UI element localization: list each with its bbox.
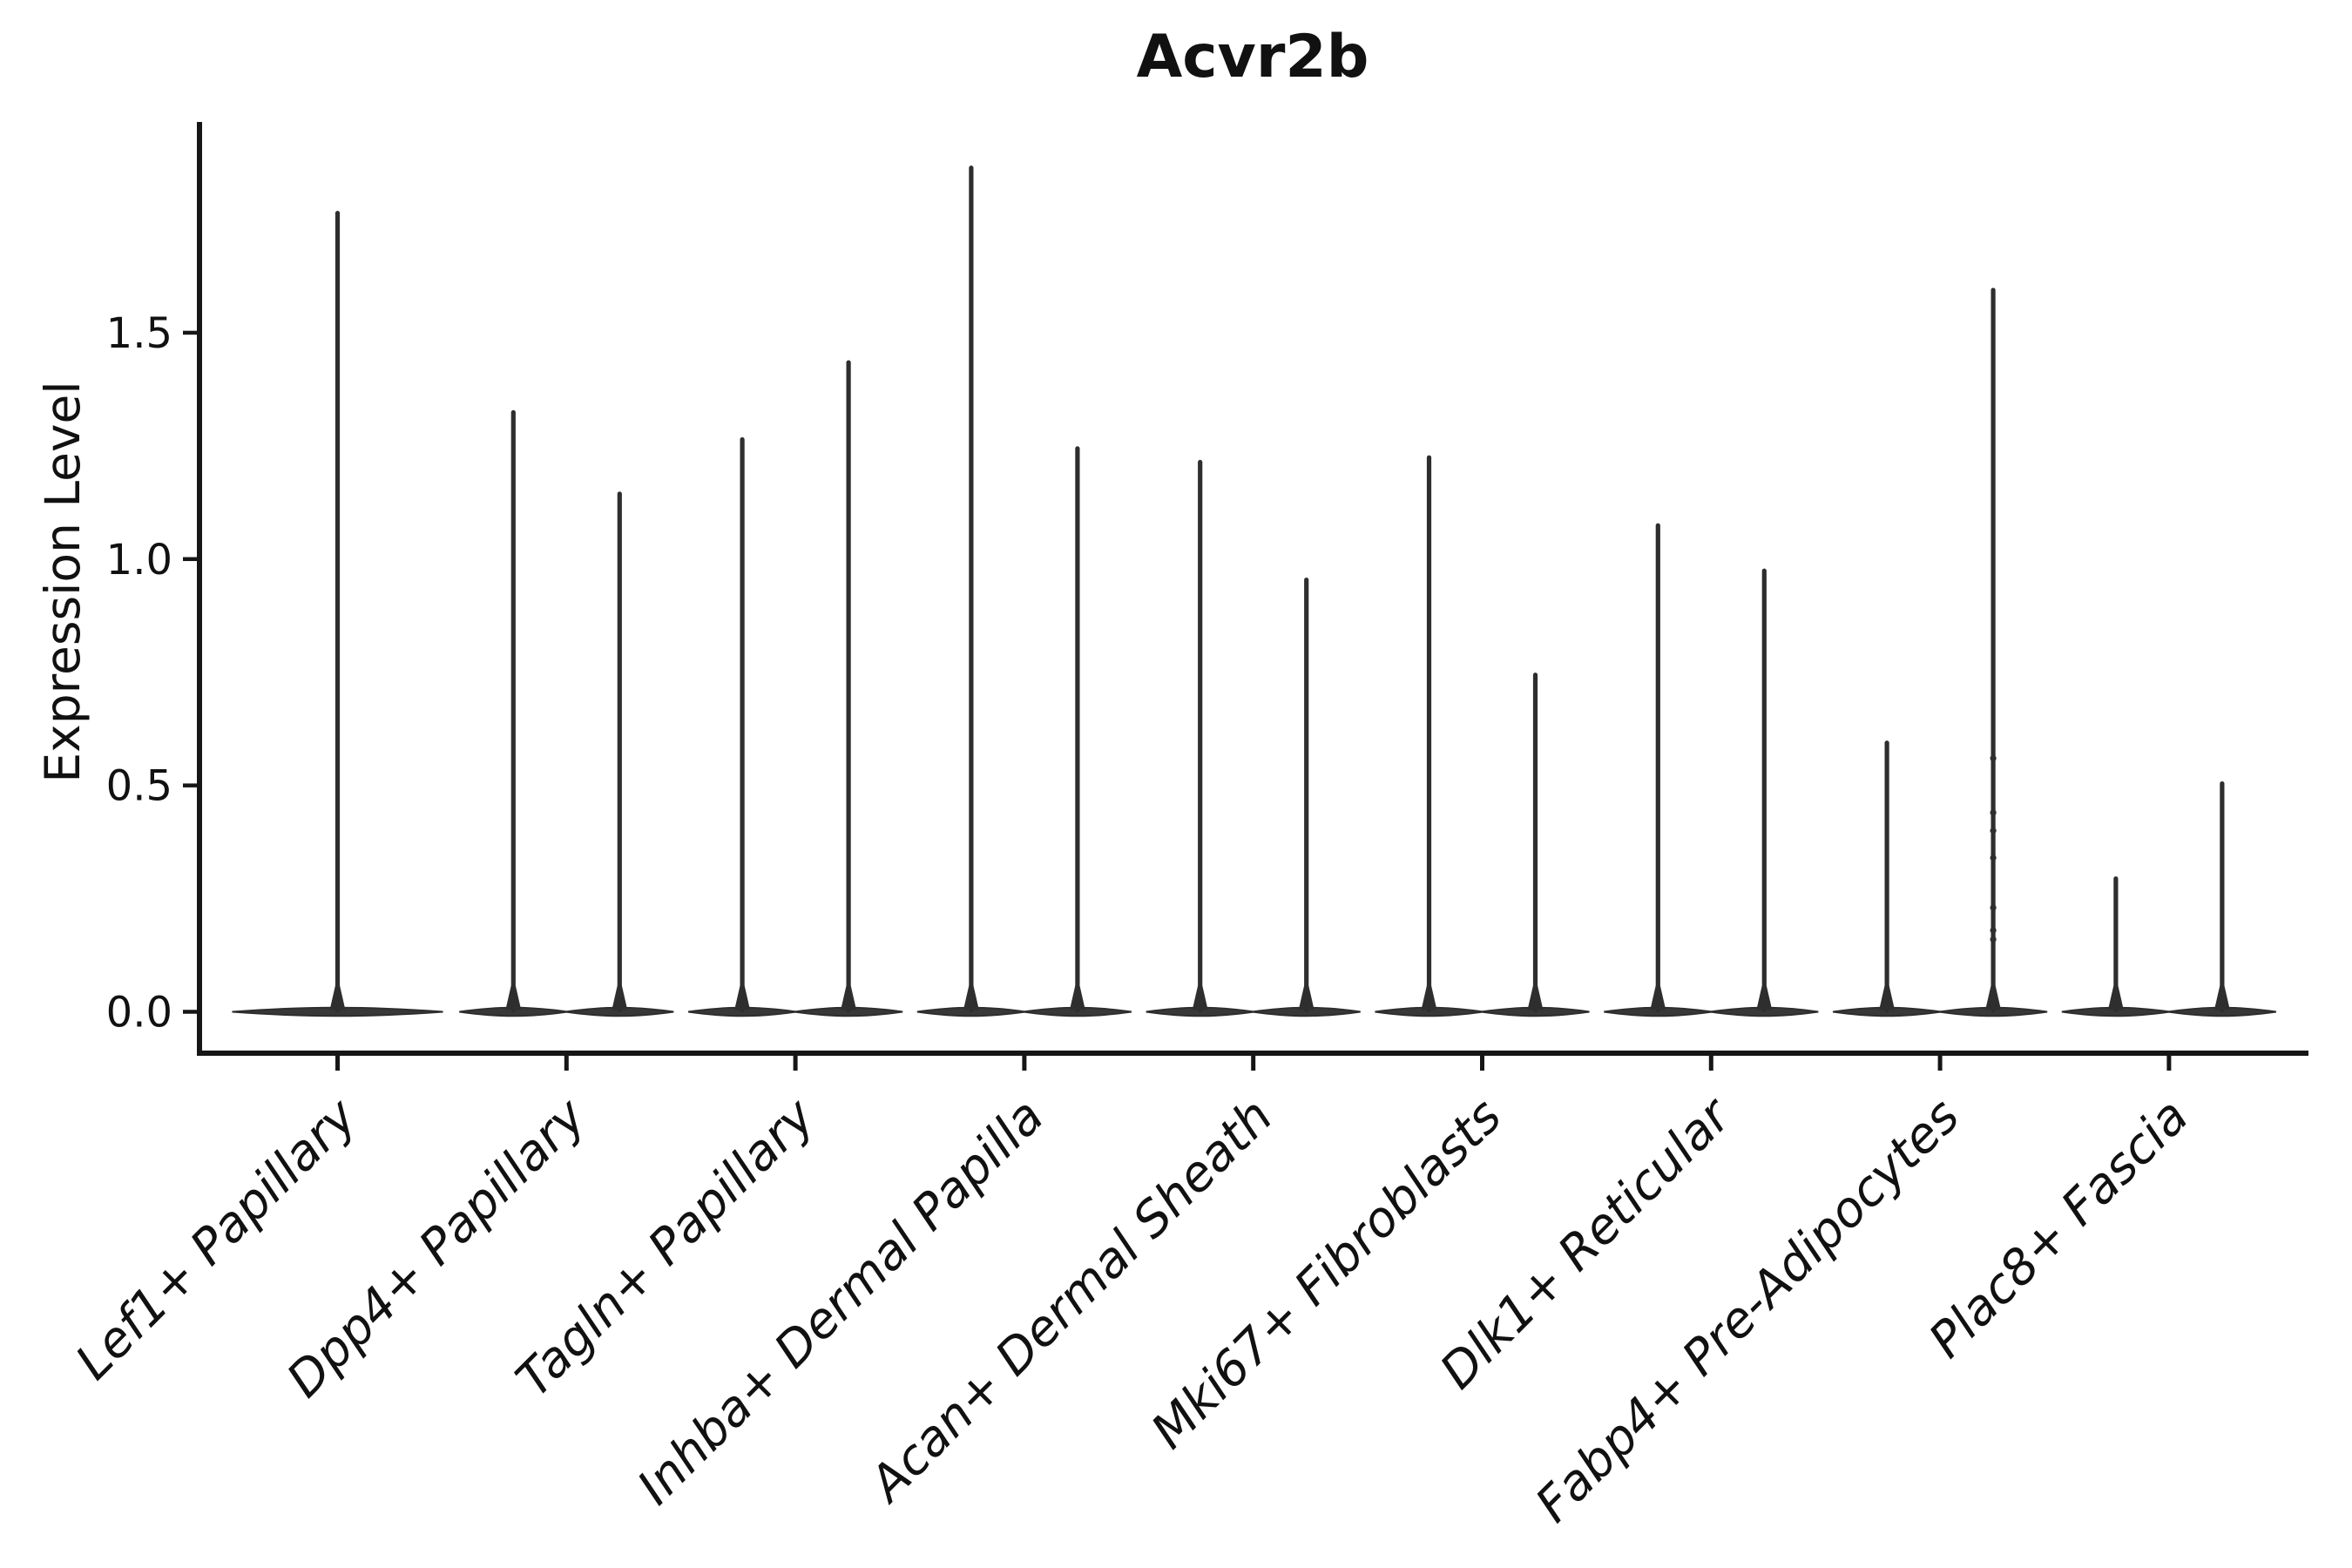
jitter-dot [1990,936,1997,943]
jitter-dot [1990,828,1997,835]
jitter-dot [1990,855,1997,862]
y-tick-label: 1.5 [106,309,172,358]
y-tick-label: 0.5 [106,762,172,811]
y-tick-label: 0.0 [106,989,172,1037]
x-tick-label: Acan+ Dermal Sheath [857,1088,1283,1514]
jitter-dot [1990,927,1997,934]
plot-title: Acvr2b [1136,23,1369,91]
x-tick-label: Inhba+ Dermal Papilla [627,1088,1055,1516]
y-axis-title: Expression Level [35,381,91,783]
jitter-dot [1990,809,1997,816]
jitter-dot [1990,754,1997,762]
x-tick-label: Fabp4+ Pre-Adipocytes [1525,1088,1970,1533]
y-tick-label: 1.0 [106,536,172,585]
jitter-dot [1990,904,1997,911]
